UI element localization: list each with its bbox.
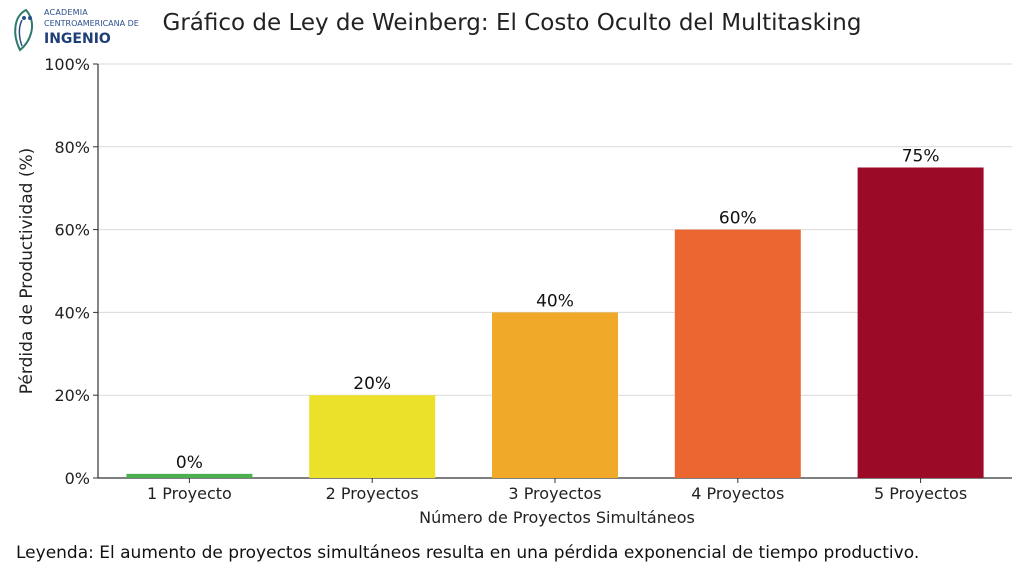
legend-caption: Leyenda: El aumento de proyectos simultá…: [16, 543, 920, 563]
bar-data-label: 20%: [353, 374, 391, 394]
y-tick-label: 60%: [54, 221, 90, 240]
bar-data-label: 60%: [719, 209, 757, 229]
bar-data-label: 40%: [536, 291, 574, 311]
y-tick-label: 0%: [65, 469, 90, 488]
bar-data-label: 0%: [176, 453, 203, 473]
x-tick-label: 3 Proyectos: [508, 484, 601, 503]
y-tick-label: 80%: [54, 138, 90, 157]
x-tick-label: 1 Proyecto: [147, 484, 232, 503]
bar: [492, 312, 618, 478]
owl-leaf-icon: [14, 8, 34, 52]
bar: [857, 167, 984, 478]
y-axis-title: Pérdida de Productividad (%): [17, 148, 37, 394]
logo-line-1: ACADEMIA: [44, 8, 88, 17]
bar: [674, 229, 801, 478]
y-tick-label: 100%: [44, 55, 90, 74]
academy-logo: ACADEMIA CENTROAMERICANA DE INGENIO: [8, 6, 148, 54]
x-axis-title: Número de Proyectos Simultáneos: [419, 508, 695, 527]
logo-line-2: CENTROAMERICANA DE: [44, 19, 139, 28]
bar: [126, 473, 253, 478]
y-tick-label: 40%: [54, 303, 90, 322]
bar: [309, 395, 436, 478]
x-tick-label: 2 Proyectos: [326, 484, 419, 503]
bar-data-label: 75%: [902, 147, 940, 167]
x-tick-label: 4 Proyectos: [691, 484, 784, 503]
chart-title: Gráfico de Ley de Weinberg: El Costo Ocu…: [162, 10, 862, 36]
logo-line-3: INGENIO: [44, 31, 111, 47]
y-tick-label: 20%: [54, 386, 90, 405]
x-tick-label: 5 Proyectos: [874, 484, 967, 503]
